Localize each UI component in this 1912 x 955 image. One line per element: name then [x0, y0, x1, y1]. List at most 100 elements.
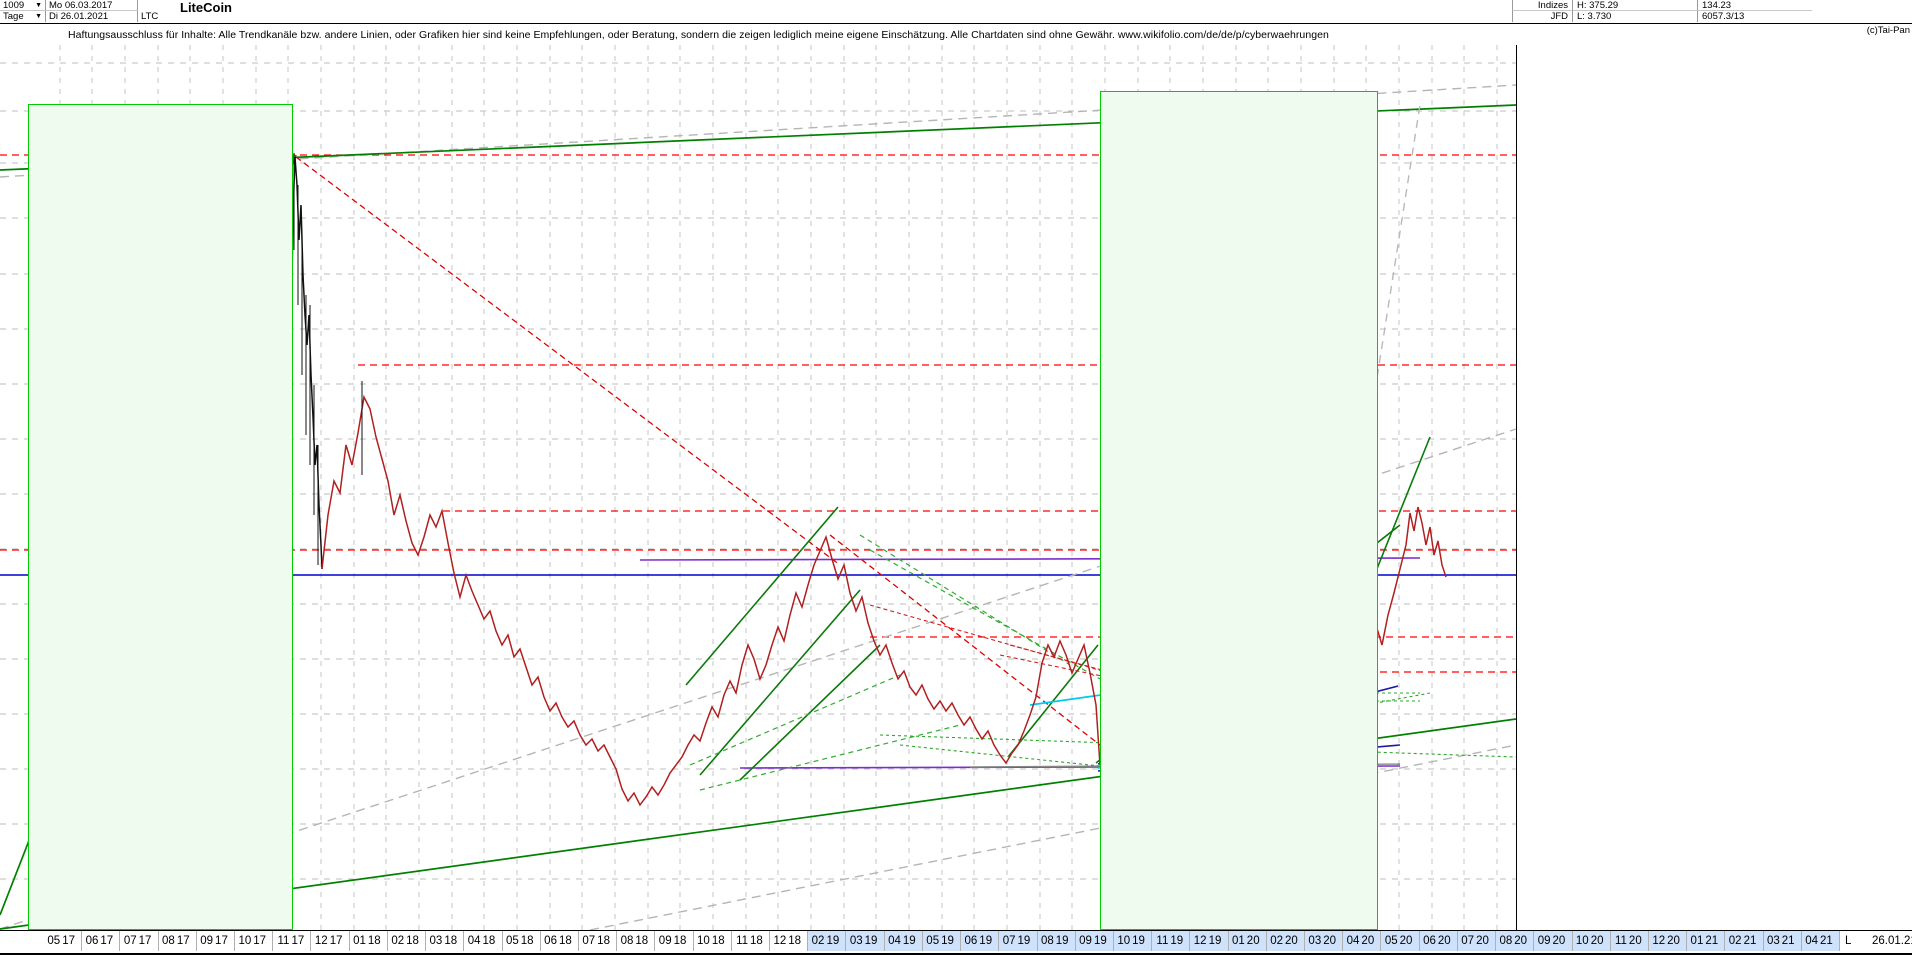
time-tick-month: 04 [1805, 935, 1818, 947]
time-tick-year: 19 [1093, 935, 1107, 947]
time-tick-year: 20 [1590, 935, 1604, 947]
time-tick-05-20: 20 05 [1381, 931, 1420, 951]
time-tick-07-19: 19 07 [999, 931, 1038, 951]
time-tick-year: 18 [673, 935, 687, 947]
time-tick-01-18: 18 01 [350, 931, 388, 951]
time-tick-08-20: 20 08 [1496, 931, 1535, 951]
time-tick-month: 08 [162, 935, 175, 947]
time-tick-year: 19 [1170, 935, 1184, 947]
time-tick-09-17: 17 09 [197, 931, 236, 951]
time-tick-year: 18 [788, 935, 802, 947]
time-tick-11-20: 20 11 [1610, 931, 1649, 951]
time-tick-year: 20 [1361, 935, 1375, 947]
time-tick-11-18: 18 11 [732, 931, 771, 951]
time-tick-08-18: 18 08 [617, 931, 656, 951]
time-tick-month: 03 [849, 935, 863, 947]
time-tick-08-17: 17 08 [159, 931, 197, 951]
time-tick-month: 01 [353, 935, 366, 947]
time-tick-month: 10 [238, 935, 252, 947]
time-tick-month: 10 [697, 935, 710, 947]
copyright-label: (c)Tai-Pan [1866, 25, 1910, 36]
time-tick-month: 11 [736, 935, 749, 947]
time-tick-year: 17 [100, 935, 114, 947]
time-tick-month: 01 [1690, 935, 1704, 947]
time-tick-05-19: 19 05 [922, 931, 962, 951]
time-tick-year: 19 [1017, 935, 1031, 947]
time-tick-12-18: 18 12 [770, 931, 809, 951]
interval-dropdown[interactable]: Tage ▼ [0, 11, 46, 22]
time-tick-02-18: 18 02 [388, 931, 427, 951]
time-tick-year: 19 [864, 935, 878, 947]
time-tick-year: 19 [1132, 935, 1145, 947]
price-scale[interactable]: 400.00 375.00 350.00 325.00 300.00 275.0… [1517, 45, 1912, 930]
time-tick-month: 07 [123, 935, 137, 947]
time-tick-07-20: 20 07 [1457, 931, 1497, 951]
time-tick-month: 06 [85, 935, 99, 947]
time-tick-month: 05 [505, 935, 519, 947]
time-tick-year: 18 [750, 935, 763, 947]
time-tick-06-20: 20 06 [1419, 931, 1458, 951]
time-tick-10-20: 20 10 [1572, 931, 1611, 951]
time-tick-year: 20 [1399, 935, 1413, 947]
time-tick-month: 07 [582, 935, 596, 947]
time-tick-year: 19 [902, 935, 916, 947]
time-tick-month: 02 [1728, 935, 1742, 947]
chevron-down-icon-interval[interactable]: ▼ [35, 13, 42, 20]
time-tick-month: 11 [1614, 935, 1627, 947]
time-tick-month: 06 [544, 935, 557, 947]
time-tick-month: 09 [1537, 935, 1551, 947]
time-tick-06-19: 19 06 [961, 931, 1000, 951]
time-tick-year: 20 [1437, 935, 1451, 947]
end-marker-letter: L [1845, 935, 1852, 947]
time-scale[interactable]: 17 05 17 06 17 07 17 08 17 09 17 10 17 11 17 12 18 01 18 02… [0, 930, 1912, 955]
start-date-field[interactable]: Mo 06.03.2017 [46, 0, 138, 11]
end-date-field[interactable]: Di 26.01.2021 [46, 11, 138, 22]
time-tick-03-21: 21 03 [1763, 931, 1802, 951]
disclaimer-text: Haftungsausschluss für Inhalte: Alle Tre… [68, 29, 1329, 41]
chevron-down-icon[interactable]: ▼ [35, 2, 42, 9]
time-tick-11-17: 17 11 [273, 931, 312, 951]
time-tick-month: 11 [1156, 935, 1169, 947]
info-low: L: 3.730 [1572, 11, 1697, 22]
time-tick-03-19: 19 03 [846, 931, 885, 951]
time-tick-year: 20 [1514, 935, 1528, 947]
time-tick-month: 05 [926, 935, 940, 947]
time-tick-04-19: 19 04 [884, 931, 923, 951]
time-tick-month: 06 [1423, 935, 1436, 947]
time-tick-month: 10 [1117, 935, 1131, 947]
time-tick-02-21: 21 02 [1725, 931, 1764, 951]
time-tick-year: 21 [1705, 935, 1719, 947]
info-high: H: 375.29 [1572, 0, 1697, 11]
red-descending-trendline-2 [829, 534, 1101, 746]
time-tick-03-20: 20 03 [1305, 931, 1344, 951]
time-tick-year: 19 [1208, 935, 1222, 947]
bars-count-dropdown[interactable]: 1009 ▼ [0, 0, 46, 11]
time-tick-year: 18 [558, 935, 572, 947]
info-source: JFD [1512, 11, 1572, 22]
time-tick-month: 08 [1499, 935, 1513, 947]
time-tick-month: 01 [1232, 935, 1245, 947]
time-tick-year: 17 [62, 935, 75, 947]
chart-plot-area[interactable] [0, 45, 1517, 930]
bars-count-value: 1009 [3, 0, 25, 11]
time-tick-month: 09 [1079, 935, 1092, 947]
time-tick-month: 04 [467, 935, 481, 947]
time-tick-12-20: 20 12 [1648, 931, 1688, 951]
time-tick-month: 08 [1040, 935, 1054, 947]
time-tick-month: 03 [429, 935, 443, 947]
time-tick-06-18: 18 06 [541, 931, 579, 951]
time-tick-month: 12 [1193, 935, 1207, 947]
time-tick-year: 17 [253, 935, 267, 947]
top-toolbar: 1009 ▼ Mo 06.03.2017 Tage ▼ Di 26.01.202… [0, 0, 1912, 24]
time-tick-08-19: 19 08 [1037, 931, 1076, 951]
time-tick-year: 20 [1628, 935, 1642, 947]
info-last-price: 134.23 [1697, 0, 1812, 11]
time-tick-07-18: 18 07 [579, 931, 618, 951]
time-tick-month: 04 [888, 935, 901, 947]
time-tick-09-18: 18 09 [655, 931, 694, 951]
symbol-label: LTC [141, 11, 159, 22]
time-tick-month: 02 [391, 935, 405, 947]
time-tick-10-18: 18 10 [694, 931, 732, 951]
time-tick-month: 10 [1575, 935, 1589, 947]
time-tick-01-20: 20 01 [1228, 931, 1267, 951]
